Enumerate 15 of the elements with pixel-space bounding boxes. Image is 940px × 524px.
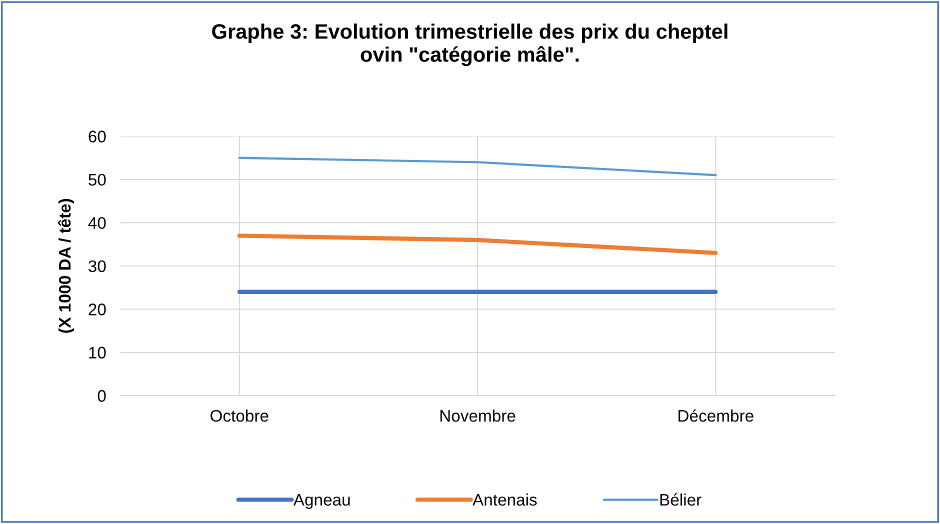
x-tick-label: Décembre: [678, 409, 754, 422]
y-tick-label: 20: [88, 304, 106, 316]
y-tick-label: 60: [88, 130, 106, 142]
y-tick-label: 30: [88, 260, 106, 272]
chart-title: Graphe 3: Evolution trimestrielle des prix du cheptel ovin "catégorie mâle".: [212, 24, 728, 66]
y-tick-label: 10: [89, 346, 106, 359]
legend-label: Antenais: [472, 493, 537, 506]
x-tick-label: Novembre: [440, 410, 516, 422]
x-tick-label: Octobre: [210, 410, 268, 422]
legend-label: Bélier: [660, 493, 702, 506]
y-tick-label: 40: [88, 217, 106, 229]
y-tick-label: 50: [88, 174, 106, 186]
y-tick-label: 0: [98, 390, 106, 402]
y-axis-title: (X 1000 DA / tête): [58, 198, 74, 333]
legend-label: Agneau: [293, 494, 350, 509]
